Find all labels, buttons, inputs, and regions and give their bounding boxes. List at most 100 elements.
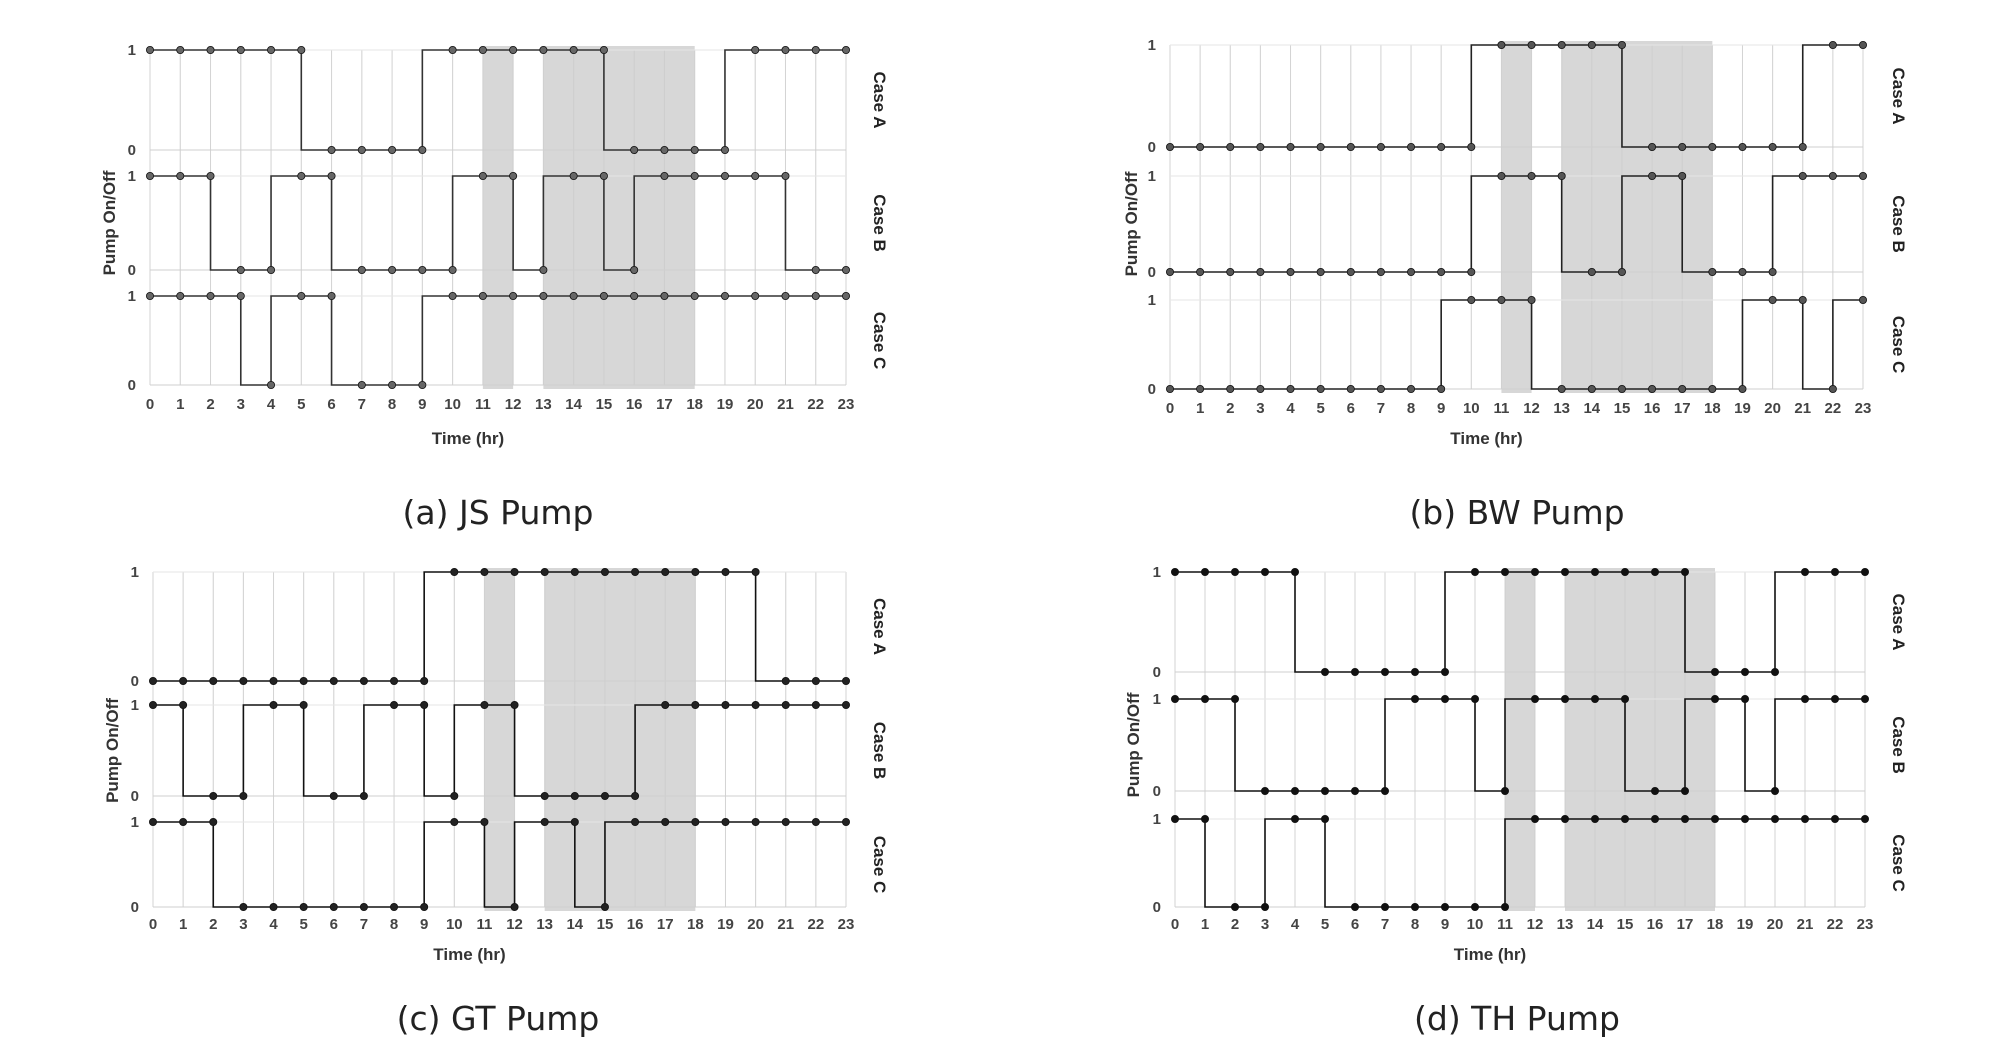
data-point-case-a: [1441, 668, 1450, 677]
data-point-case-a: [539, 46, 548, 55]
data-point-case-b: [1201, 695, 1210, 704]
xtick-label: 7: [1377, 400, 1385, 417]
data-point-case-c: [1286, 384, 1295, 393]
data-point-case-a: [630, 145, 639, 154]
series-label: Case A: [1889, 593, 1908, 650]
data-point-case-b: [420, 701, 429, 710]
data-point-case-b: [539, 265, 548, 274]
data-point-case-a: [1226, 142, 1235, 151]
data-point-case-a: [1648, 142, 1657, 151]
data-point-case-c: [1587, 384, 1596, 393]
data-point-case-b: [1708, 267, 1717, 276]
data-point-case-a: [510, 568, 519, 577]
series-line-case-b: [1175, 698, 1865, 792]
data-point-case-b: [690, 171, 699, 180]
data-point-case-b: [1437, 267, 1446, 276]
xtick-label: 3: [239, 916, 247, 933]
xtick-label: 10: [1463, 400, 1480, 417]
ytick-label: 1: [131, 564, 139, 581]
data-point-case-a: [1771, 668, 1780, 677]
data-point-case-c: [600, 903, 609, 912]
data-point-case-c: [1711, 815, 1720, 824]
data-point-case-a: [1531, 568, 1540, 577]
ytick-label: 1: [131, 697, 139, 714]
data-point-case-c: [1321, 815, 1330, 824]
data-point-case-a: [842, 677, 851, 686]
data-point-case-c: [630, 291, 639, 300]
data-point-case-a: [145, 46, 154, 55]
data-point-case-b: [1381, 787, 1390, 796]
data-point-case-b: [811, 265, 820, 274]
y-axis-label: Pump On/Off: [1122, 171, 1141, 276]
data-point-case-b: [1407, 267, 1416, 276]
data-point-case-a: [359, 677, 368, 686]
data-point-case-a: [1741, 668, 1750, 677]
ytick-label: 1: [1153, 564, 1161, 581]
ytick-label: 0: [128, 142, 136, 159]
data-point-case-a: [570, 568, 579, 577]
y-axis-label: Pump On/Off: [1124, 692, 1143, 797]
xtick-label: 4: [1286, 400, 1295, 417]
data-point-case-a: [811, 46, 820, 55]
xtick-label: 7: [1381, 916, 1389, 933]
data-point-case-b: [631, 792, 640, 801]
data-point-case-b: [1557, 171, 1566, 180]
series-line-case-a: [153, 571, 846, 682]
data-point-case-a: [691, 568, 700, 577]
data-point-case-a: [1381, 668, 1390, 677]
data-point-case-b: [842, 701, 851, 710]
data-point-case-b: [390, 701, 399, 710]
data-point-case-b: [299, 701, 308, 710]
data-point-case-c: [1411, 903, 1420, 912]
shaded-interval: [543, 46, 695, 389]
data-point-case-a: [631, 568, 640, 577]
data-point-case-c: [420, 903, 429, 912]
data-point-case-c: [269, 903, 278, 912]
data-point-case-b: [1801, 695, 1810, 704]
data-point-case-c: [811, 291, 820, 300]
data-point-case-c: [1291, 815, 1300, 824]
series-line-case-c: [1175, 818, 1865, 908]
data-point-case-b: [1741, 695, 1750, 704]
series-line-case-c: [150, 295, 846, 386]
xtick-label: 10: [446, 916, 463, 933]
data-point-case-c: [570, 818, 579, 827]
data-point-case-a: [1591, 568, 1600, 577]
data-point-case-c: [1441, 903, 1450, 912]
xtick-label: 19: [717, 396, 734, 413]
data-point-case-b: [509, 171, 518, 180]
data-point-case-b: [1681, 787, 1690, 796]
data-point-case-b: [206, 171, 215, 180]
data-point-case-a: [327, 145, 336, 154]
data-point-case-c: [1376, 384, 1385, 393]
data-point-case-a: [1437, 142, 1446, 151]
data-point-case-b: [1831, 695, 1840, 704]
data-point-case-c: [359, 903, 368, 912]
xtick-label: 6: [1351, 916, 1359, 933]
xtick-label: 3: [237, 396, 245, 413]
data-point-case-c: [209, 818, 218, 827]
data-point-case-a: [1711, 668, 1720, 677]
xtick-label: 11: [1497, 916, 1513, 933]
data-point-case-b: [357, 265, 366, 274]
data-point-case-c: [661, 818, 670, 827]
xtick-label: 9: [1437, 400, 1445, 417]
data-point-case-a: [1411, 668, 1420, 677]
data-point-case-b: [269, 701, 278, 710]
xtick-label: 1: [179, 916, 187, 933]
data-point-case-b: [1771, 787, 1780, 796]
data-point-case-c: [448, 291, 457, 300]
xtick-label: 10: [1467, 916, 1484, 933]
panel-caption: (c) GT Pump: [397, 999, 600, 1038]
data-point-case-b: [480, 701, 489, 710]
ytick-label: 0: [1153, 664, 1161, 681]
data-point-case-c: [1678, 384, 1687, 393]
data-point-case-a: [540, 568, 549, 577]
data-point-case-b: [630, 265, 639, 274]
xtick-label: 6: [330, 916, 338, 933]
xtick-label: 19: [1737, 916, 1754, 933]
data-point-case-b: [1286, 267, 1295, 276]
shaded-interval: [484, 568, 515, 911]
data-point-case-a: [1171, 568, 1180, 577]
data-point-case-c: [176, 291, 185, 300]
